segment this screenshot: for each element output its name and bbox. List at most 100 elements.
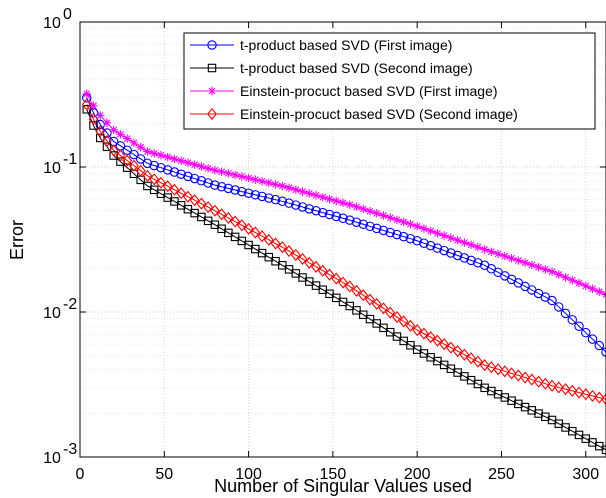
data-point-star	[96, 111, 105, 120]
data-point-circle	[250, 190, 261, 200]
data-point-circle	[412, 236, 422, 246]
data-point-star	[284, 183, 294, 193]
legend-marker-diamond	[207, 107, 217, 121]
data-point-circle	[371, 223, 382, 234]
data-point-diamond	[445, 341, 456, 354]
data-point-star	[129, 138, 139, 148]
data-point-star	[123, 134, 132, 143]
data-point-star	[507, 254, 516, 263]
data-point-diamond	[574, 386, 584, 399]
data-point-circle	[560, 308, 571, 319]
data-point-star	[514, 256, 523, 265]
data-point-circle	[210, 180, 220, 190]
y-tick-label: 10	[43, 15, 61, 32]
data-point-star	[527, 260, 537, 270]
data-point-circle	[196, 176, 207, 186]
x-tick-label: 0	[76, 466, 85, 483]
data-point-star	[89, 101, 98, 111]
data-point-circle	[142, 158, 153, 169]
data-point-circle	[203, 178, 213, 188]
data-point-circle	[149, 160, 159, 171]
data-point-circle	[392, 229, 402, 240]
data-point-diamond	[580, 388, 591, 401]
data-point-diamond	[115, 149, 126, 162]
data-point-star	[554, 270, 563, 279]
y-tick-label: 10	[43, 305, 61, 322]
data-point-diamond	[129, 159, 139, 172]
data-point-diamond	[230, 215, 241, 228]
data-point-diamond	[425, 331, 436, 344]
data-point-square	[399, 336, 408, 346]
y-tick-exponent: 0	[63, 6, 72, 23]
data-point-circle	[405, 233, 416, 244]
data-point-diamond	[601, 393, 606, 406]
data-point-star	[149, 149, 159, 158]
data-point-diamond	[533, 375, 544, 388]
x-tick-label: 50	[155, 466, 173, 483]
data-point-star	[156, 151, 166, 160]
data-point-diamond	[270, 237, 281, 250]
data-point-diamond	[392, 310, 402, 324]
data-point-diamond	[182, 190, 193, 203]
data-point-star	[379, 211, 388, 220]
data-point-star	[271, 180, 280, 189]
data-point-diamond	[81, 98, 92, 111]
data-point-star	[190, 160, 199, 169]
data-point-star	[446, 233, 456, 243]
data-point-diamond	[358, 289, 369, 302]
data-point-star	[136, 142, 145, 152]
data-point-circle	[230, 185, 240, 195]
x-tick-label: 200	[404, 466, 431, 483]
data-point-circle	[378, 225, 389, 236]
data-point-square	[379, 323, 388, 333]
data-point-circle	[365, 221, 375, 232]
data-point-star	[291, 185, 300, 194]
data-point-star	[541, 265, 550, 274]
data-point-diamond	[493, 363, 504, 376]
legend-label: Einstein-procuct based SVD (First image)	[240, 83, 498, 99]
data-point-star	[386, 213, 395, 222]
data-point-circle	[574, 321, 584, 331]
data-point-diamond	[236, 219, 247, 232]
data-point-star	[547, 267, 557, 276]
data-point-star	[163, 152, 172, 162]
data-point-star	[197, 162, 206, 171]
legend-label: Einstein-procuct based SVD (Second image…	[240, 106, 518, 122]
data-point-circle	[257, 191, 267, 202]
data-point-diamond	[351, 284, 362, 297]
data-point-diamond	[297, 252, 308, 266]
data-point-circle	[291, 200, 301, 210]
data-point-diamond	[405, 319, 416, 332]
data-point-diamond	[149, 173, 160, 186]
data-point-star	[183, 158, 193, 167]
data-point-circle	[237, 186, 247, 197]
data-point-diamond	[317, 264, 328, 277]
plot-frame	[79, 21, 606, 458]
data-point-star	[237, 172, 247, 181]
data-point-star	[203, 164, 213, 173]
legend: t-product based SVD (First image) t-produ…	[183, 32, 596, 130]
data-point-diamond	[223, 211, 234, 225]
data-point-circle	[398, 231, 409, 242]
data-point-star	[116, 130, 125, 139]
data-point-diamond	[156, 176, 166, 189]
data-point-star	[359, 204, 368, 214]
x-tick-label: 100	[235, 466, 262, 483]
data-point-circle	[264, 193, 274, 203]
data-point-circle	[466, 255, 476, 266]
data-point-diamond	[540, 377, 551, 390]
data-point-diamond	[331, 272, 342, 285]
data-point-diamond	[176, 187, 187, 200]
data-point-circle	[176, 169, 186, 179]
data-point-star	[264, 178, 274, 188]
data-point-circle	[473, 258, 483, 268]
data-point-diamond	[135, 164, 146, 177]
data-point-star	[392, 215, 402, 225]
legend-label: t-product based SVD (First image)	[240, 37, 452, 53]
data-point-diamond	[338, 276, 348, 289]
data-point-circle	[324, 209, 335, 220]
data-point-square	[352, 306, 361, 315]
data-point-circle	[547, 295, 557, 306]
data-point-star	[352, 202, 361, 212]
data-point-diamond	[108, 144, 119, 157]
